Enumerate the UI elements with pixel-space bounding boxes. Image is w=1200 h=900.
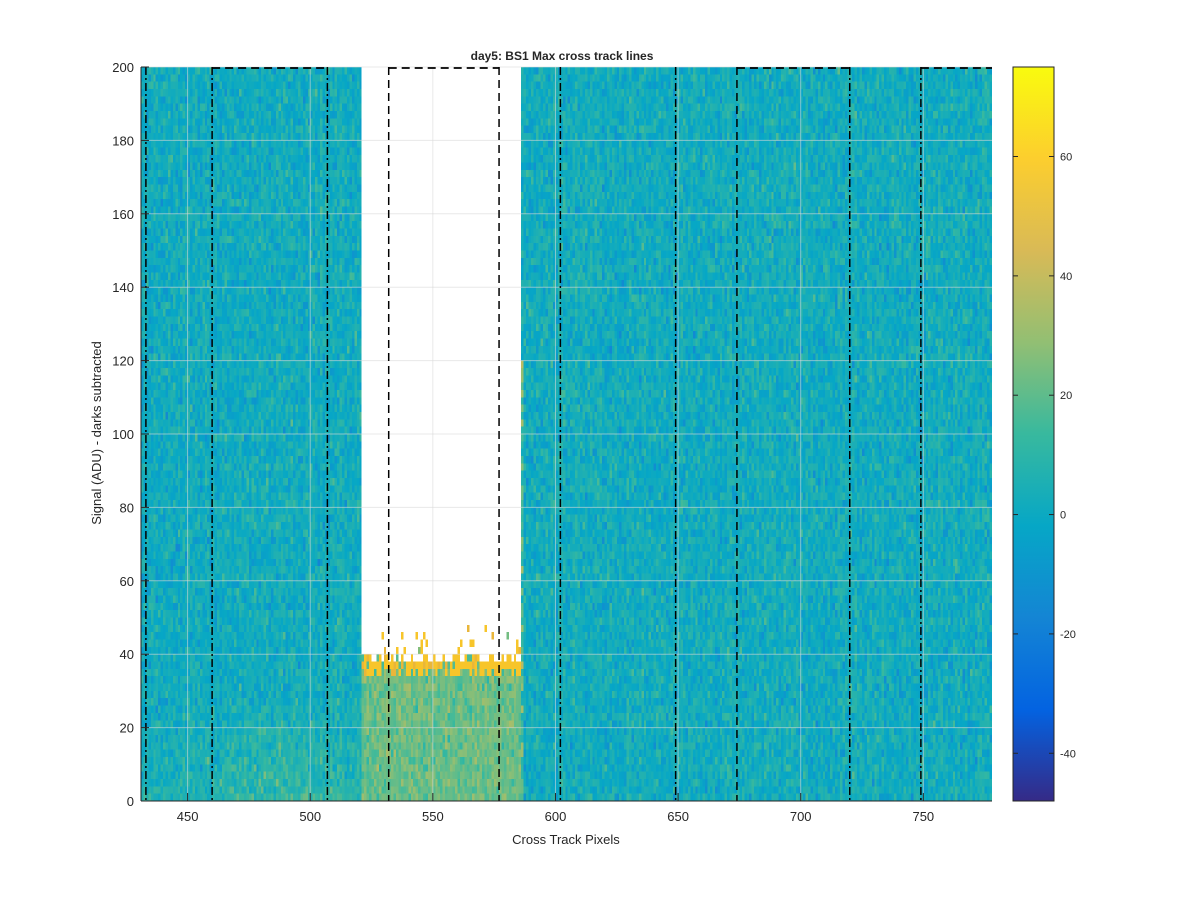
x-tick-label: 500 <box>299 809 321 824</box>
x-tick-label: 750 <box>912 809 934 824</box>
y-tick-label: 120 <box>112 354 134 369</box>
x-tick-label: 700 <box>790 809 812 824</box>
y-tick-label: 160 <box>112 207 134 222</box>
vertical-markers <box>145 67 992 801</box>
x-tick-label: 600 <box>545 809 567 824</box>
x-tick-label: 550 <box>422 809 444 824</box>
y-axis-label: Signal (ADU) - darks subtracted <box>89 341 104 525</box>
x-tick-label: 450 <box>177 809 199 824</box>
x-tick-label: 650 <box>667 809 689 824</box>
y-tick-label: 20 <box>120 721 134 736</box>
x-axis-label: Cross Track Pixels <box>512 832 620 847</box>
colorbar-gradient <box>1012 66 1055 802</box>
colorbar-tick-label: 40 <box>1060 271 1072 283</box>
colorbar-tick-label: 20 <box>1060 390 1072 402</box>
colorbar: -40 -20 0 20 40 60 <box>1012 66 1076 802</box>
y-tick-label: 180 <box>112 133 134 148</box>
colorbar-tick-label: -20 <box>1060 629 1076 641</box>
colorbar-tick-label: 60 <box>1060 152 1072 164</box>
y-tick-label: 200 <box>112 60 134 75</box>
y-tick-label: 140 <box>112 280 134 295</box>
colorbar-tick-label: -40 <box>1060 748 1076 760</box>
axes: 450 500 550 600 650 700 750 0 20 40 60 80 100 120 140 1… <box>112 60 992 824</box>
y-tick-label: 80 <box>120 500 134 515</box>
y-tick-label: 40 <box>120 647 134 662</box>
colorbar-tick-label: 0 <box>1060 510 1066 522</box>
y-tick-label: 60 <box>120 574 134 589</box>
y-tick-label: 0 <box>127 794 134 809</box>
chart-title: day5: BS1 Max cross track lines <box>471 49 654 63</box>
y-tick-label: 100 <box>112 427 134 442</box>
